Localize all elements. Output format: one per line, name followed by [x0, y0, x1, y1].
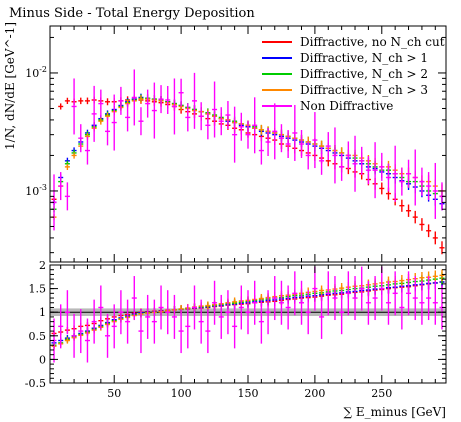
ratio-tick-label: 1 [39, 306, 46, 319]
x-tick-label: 100 [171, 387, 192, 400]
legend-entry: Diffractive, N_ch > 3 [300, 83, 428, 97]
legend-entry: Non Diffractive [300, 99, 393, 113]
ratio-tick-label: 0 [39, 353, 46, 366]
ratio-panel: 50 100 150 200 250 -0.5 0 0.5 1 1.5 2 [25, 259, 447, 400]
y-tick-label: 10-3 [25, 183, 47, 198]
legend-entry: Diffractive, N_ch > 1 [300, 51, 428, 65]
chart-title: Minus Side - Total Energy Deposition [9, 6, 255, 21]
upper-panel: 10-3 10-2 Diffractive, no N_ch cut Diffract… [25, 25, 447, 263]
series-0-main [51, 95, 445, 255]
ratio-tick-label: -0.5 [25, 377, 46, 390]
series-4-ratio [51, 266, 445, 363]
x-tick-label: 200 [304, 387, 325, 400]
legend-entry: Diffractive, no N_ch cut [300, 35, 445, 49]
ratio-tick-label: 0.5 [29, 330, 47, 343]
y-tick-label: 10-2 [25, 65, 47, 80]
series-4-main [51, 69, 445, 231]
x-axis-label: ∑ E_minus [GeV] [343, 405, 446, 419]
series-3-main [51, 95, 445, 221]
x-tick-label: 50 [107, 387, 121, 400]
x-tick-label: 150 [238, 387, 259, 400]
ratio-tick-label: 2 [39, 259, 46, 272]
ratio-tick-label: 1.5 [29, 283, 47, 296]
legend-entry: Diffractive, N_ch > 2 [300, 67, 428, 81]
x-tick-label: 250 [371, 387, 392, 400]
y-axis-label: 1/N, dN/dE [GeV^-1] [3, 22, 17, 150]
